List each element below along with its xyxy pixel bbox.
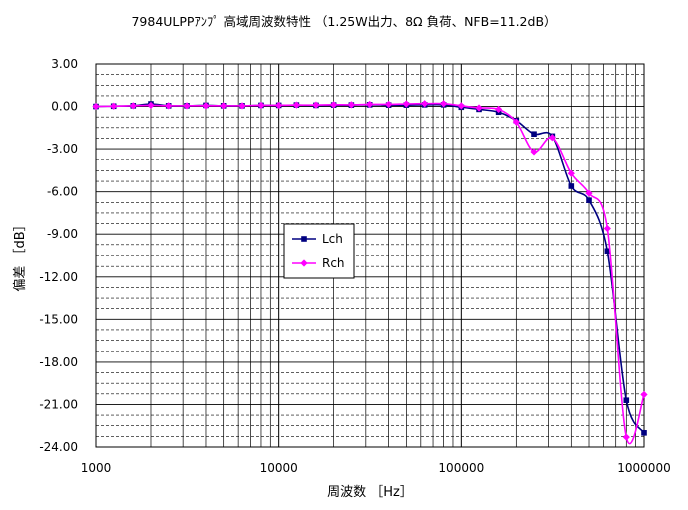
x-axis-label: 周波数 ［Hz］ (327, 485, 413, 500)
data-point-rch (257, 101, 265, 110)
data-point-rch (603, 224, 611, 233)
data-point-rch (567, 169, 575, 177)
data-point-lch (586, 197, 592, 203)
legend: Lch Rch (283, 223, 355, 279)
data-point-rch (512, 118, 520, 126)
chart-title: 7984ULPPｱﾝﾌﾟ 高域周波数特性 （1.25W出力、8Ω 負荷、NFB=… (131, 14, 556, 29)
y-tick-label: -3.00 (47, 142, 78, 156)
data-point-rch (440, 100, 448, 108)
data-point-lch (623, 397, 630, 403)
data-point-rch (402, 100, 410, 108)
data-point-rch (585, 189, 593, 197)
data-point-rch (129, 102, 137, 110)
data-point-lch (641, 430, 647, 436)
y-axis-ticks: 3.00 0.00 -3.00 -6.00 -9.00 -12.00 -15.00 -18.0… (39, 57, 78, 454)
data-point-rch (457, 102, 465, 110)
data-point-lch (568, 183, 575, 189)
legend-label-lch: Lch (322, 232, 343, 246)
data-point-rch (147, 101, 155, 110)
y-tick-label: -21.00 (39, 397, 78, 411)
data-point-rch (110, 102, 118, 110)
data-point-rch (312, 101, 320, 109)
data-point-rch (275, 101, 283, 110)
data-point-rch (238, 102, 246, 110)
data-point-rch (347, 101, 355, 109)
x-tick-label: 1000000 (617, 461, 670, 475)
series-lch (93, 101, 647, 436)
legend-marker-lch (301, 236, 307, 242)
data-point-rch (202, 102, 210, 110)
series-rch (92, 100, 648, 445)
legend-label-rch: Rch (322, 256, 345, 270)
data-point-rch (292, 101, 300, 109)
y-tick-label: -24.00 (39, 440, 78, 454)
data-point-lch (604, 248, 611, 255)
data-point-rch (92, 102, 100, 111)
legend-box (283, 223, 355, 279)
data-point-rch (421, 100, 429, 108)
y-tick-label: -9.00 (47, 227, 78, 241)
series-line-rch (95, 102, 645, 445)
data-point-rch (183, 102, 191, 110)
x-axis-ticks: 1000 10000 100000 1000000 (81, 461, 671, 475)
data-point-rch (548, 134, 556, 142)
y-tick-label: -15.00 (39, 312, 78, 326)
y-tick-label: -18.00 (39, 355, 78, 369)
x-tick-label: 1000 (81, 461, 112, 475)
plot-area-frame (95, 63, 645, 448)
data-point-rch (475, 104, 483, 112)
y-tick-label: -6.00 (47, 185, 78, 199)
data-point-rch (385, 100, 393, 109)
data-point-rch (530, 148, 538, 156)
data-point-lch (531, 131, 537, 138)
x-tick-label: 10000 (260, 461, 298, 475)
x-tick-label: 100000 (438, 461, 484, 475)
y-tick-label: 0.00 (51, 100, 78, 114)
y-tick-label: -12.00 (39, 270, 78, 284)
data-point-rch (220, 102, 228, 110)
data-point-rch (640, 390, 648, 399)
data-point-rch (366, 100, 374, 109)
data-point-rch (330, 101, 338, 109)
data-point-rch (622, 433, 630, 441)
series-layer (92, 100, 648, 445)
data-point-rch (495, 105, 503, 113)
y-axis-label: 偏差 ［dB］ (13, 218, 28, 291)
grid (95, 63, 644, 448)
y-tick-label: 3.00 (51, 57, 78, 71)
data-point-rch (165, 102, 173, 110)
legend-marker-rch (300, 259, 308, 267)
